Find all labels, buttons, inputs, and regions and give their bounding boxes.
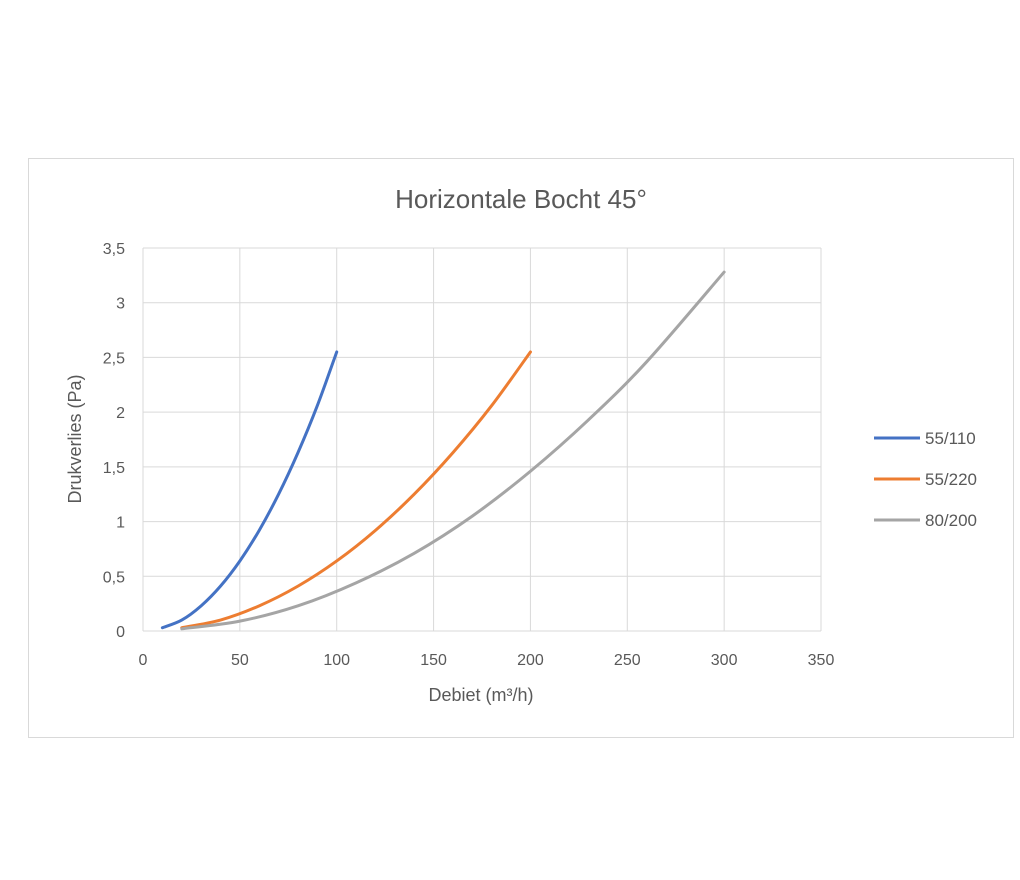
chart-title: Horizontale Bocht 45° (395, 184, 647, 214)
x-tick-label: 350 (808, 652, 835, 669)
y-tick-label: 1 (116, 515, 125, 532)
y-tick-labels: 0 0,5 1 1,5 2 2,5 3 3,5 (103, 241, 125, 641)
x-axis-title: Debiet (m³/h) (428, 685, 533, 705)
y-tick-label: 0,5 (103, 569, 125, 586)
x-tick-label: 300 (711, 652, 738, 669)
series-line-0 (160, 350, 339, 630)
x-tick-label: 200 (517, 652, 544, 669)
legend-label-2: 80/200 (925, 511, 977, 530)
series-line-1 (180, 350, 532, 630)
x-tick-label: 100 (323, 652, 350, 669)
legend-label-0: 55/110 (925, 429, 976, 448)
x-tick-label: 250 (614, 652, 641, 669)
legend-label-1: 55/220 (925, 470, 977, 489)
x-tick-labels: 0 50 100 150 200 250 300 350 (139, 652, 835, 669)
grid (142, 247, 822, 632)
y-axis-title: Drukverlies (Pa) (65, 374, 85, 503)
y-tick-label: 0 (116, 624, 125, 641)
x-tick-label: 150 (420, 652, 447, 669)
y-tick-label: 3,5 (103, 241, 125, 258)
y-tick-label: 3 (116, 296, 125, 313)
series-lines (160, 270, 726, 631)
y-tick-label: 2,5 (103, 350, 125, 367)
series-line-2 (180, 270, 726, 631)
legend: 55/110 55/220 80/200 (874, 429, 977, 530)
chart-frame (28, 158, 1014, 738)
x-tick-label: 0 (139, 652, 148, 669)
y-tick-label: 1,5 (103, 460, 125, 477)
x-tick-label: 50 (231, 652, 249, 669)
y-tick-label: 2 (116, 405, 125, 422)
